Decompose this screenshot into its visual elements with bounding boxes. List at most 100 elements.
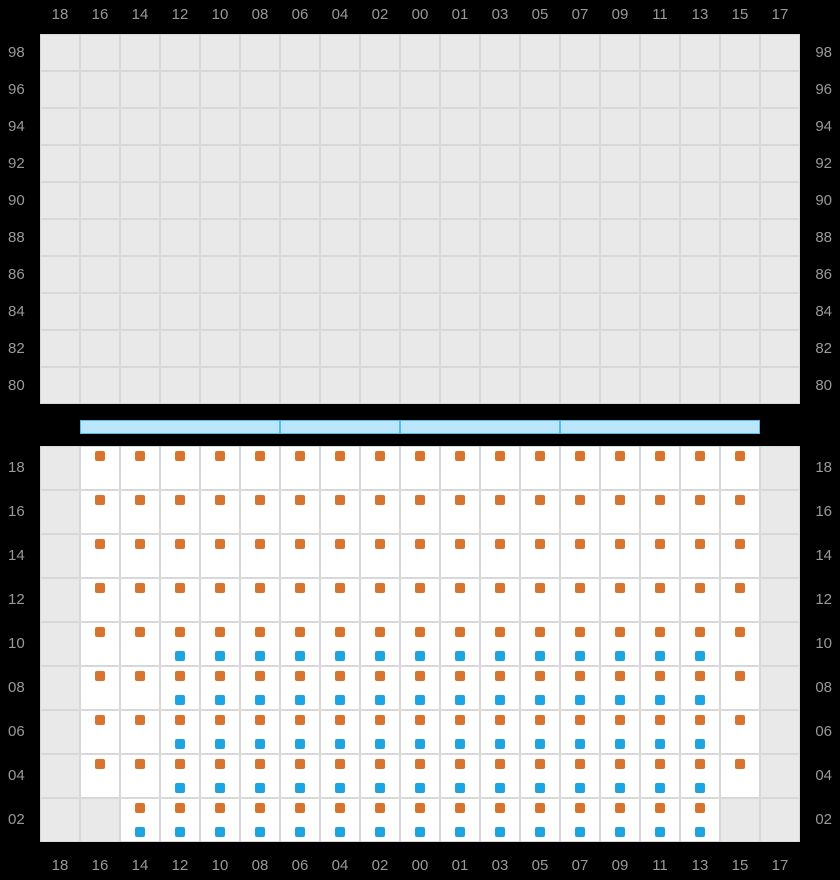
seat-cell[interactable] [80, 578, 120, 622]
seat-cell[interactable] [560, 446, 600, 490]
upper-cell[interactable] [760, 293, 800, 330]
upper-cell[interactable] [400, 182, 440, 219]
seat-cell[interactable] [440, 446, 480, 490]
seat-cell[interactable] [280, 534, 320, 578]
upper-cell[interactable] [400, 293, 440, 330]
upper-cell[interactable] [600, 367, 640, 404]
upper-cell[interactable] [280, 330, 320, 367]
seat-cell[interactable] [440, 622, 480, 666]
seat-cell[interactable] [360, 446, 400, 490]
seat-cell[interactable] [680, 446, 720, 490]
upper-cell[interactable] [360, 34, 400, 71]
upper-cell[interactable] [680, 145, 720, 182]
seat-cell[interactable] [720, 710, 760, 754]
upper-cell[interactable] [40, 256, 80, 293]
upper-cell[interactable] [200, 34, 240, 71]
upper-cell[interactable] [320, 108, 360, 145]
upper-cell[interactable] [120, 145, 160, 182]
seat-cell[interactable] [640, 446, 680, 490]
upper-cell[interactable] [360, 293, 400, 330]
seat-cell[interactable] [240, 666, 280, 710]
upper-cell[interactable] [80, 71, 120, 108]
seat-cell[interactable] [400, 710, 440, 754]
upper-cell[interactable] [240, 219, 280, 256]
upper-cell[interactable] [400, 219, 440, 256]
seat-cell[interactable] [200, 710, 240, 754]
upper-cell[interactable] [80, 367, 120, 404]
seat-cell[interactable] [360, 490, 400, 534]
upper-cell[interactable] [80, 256, 120, 293]
upper-cell[interactable] [200, 219, 240, 256]
upper-cell[interactable] [360, 182, 400, 219]
seat-cell[interactable] [600, 622, 640, 666]
upper-cell[interactable] [120, 71, 160, 108]
seat-cell[interactable] [560, 578, 600, 622]
strip-bar[interactable] [400, 420, 560, 434]
upper-cell[interactable] [720, 108, 760, 145]
upper-cell[interactable] [680, 182, 720, 219]
upper-cell[interactable] [680, 330, 720, 367]
seat-cell[interactable] [600, 754, 640, 798]
upper-cell[interactable] [240, 182, 280, 219]
upper-cell[interactable] [240, 34, 280, 71]
seat-cell[interactable] [160, 622, 200, 666]
seat-cell[interactable] [560, 798, 600, 842]
seat-cell[interactable] [320, 754, 360, 798]
seat-cell[interactable] [480, 578, 520, 622]
seat-cell[interactable] [560, 710, 600, 754]
seat-cell[interactable] [320, 446, 360, 490]
upper-cell[interactable] [480, 219, 520, 256]
upper-cell[interactable] [480, 256, 520, 293]
seat-cell[interactable] [400, 798, 440, 842]
upper-cell[interactable] [360, 108, 400, 145]
seat-cell[interactable] [640, 622, 680, 666]
upper-cell[interactable] [320, 367, 360, 404]
seat-cell[interactable] [640, 798, 680, 842]
upper-cell[interactable] [640, 108, 680, 145]
upper-cell[interactable] [320, 256, 360, 293]
upper-cell[interactable] [600, 330, 640, 367]
seat-cell[interactable] [640, 578, 680, 622]
upper-cell[interactable] [560, 108, 600, 145]
seat-cell[interactable] [440, 754, 480, 798]
seat-cell[interactable] [80, 754, 120, 798]
seat-cell[interactable] [160, 534, 200, 578]
upper-cell[interactable] [320, 219, 360, 256]
seat-cell[interactable] [680, 622, 720, 666]
upper-cell[interactable] [40, 71, 80, 108]
upper-cell[interactable] [480, 108, 520, 145]
upper-cell[interactable] [640, 330, 680, 367]
seat-cell[interactable] [520, 666, 560, 710]
upper-cell[interactable] [320, 34, 360, 71]
upper-cell[interactable] [560, 256, 600, 293]
seat-cell[interactable] [680, 798, 720, 842]
upper-cell[interactable] [640, 293, 680, 330]
seat-cell[interactable] [680, 578, 720, 622]
seat-cell[interactable] [320, 666, 360, 710]
seat-cell[interactable] [200, 754, 240, 798]
upper-cell[interactable] [200, 256, 240, 293]
seat-cell[interactable] [320, 622, 360, 666]
seat-cell[interactable] [280, 490, 320, 534]
seat-cell[interactable] [400, 446, 440, 490]
seat-cell[interactable] [720, 534, 760, 578]
upper-cell[interactable] [80, 34, 120, 71]
upper-cell[interactable] [600, 145, 640, 182]
seat-cell[interactable] [160, 754, 200, 798]
seat-cell[interactable] [720, 490, 760, 534]
seat-cell[interactable] [680, 666, 720, 710]
seat-cell[interactable] [320, 710, 360, 754]
upper-cell[interactable] [480, 367, 520, 404]
upper-cell[interactable] [40, 182, 80, 219]
seat-cell[interactable] [520, 490, 560, 534]
upper-cell[interactable] [280, 108, 320, 145]
seat-cell[interactable] [200, 446, 240, 490]
upper-cell[interactable] [520, 293, 560, 330]
seat-cell[interactable] [520, 446, 560, 490]
upper-cell[interactable] [400, 34, 440, 71]
upper-cell[interactable] [680, 256, 720, 293]
upper-cell[interactable] [120, 219, 160, 256]
seat-cell[interactable] [600, 446, 640, 490]
seat-cell[interactable] [440, 578, 480, 622]
upper-cell[interactable] [160, 145, 200, 182]
